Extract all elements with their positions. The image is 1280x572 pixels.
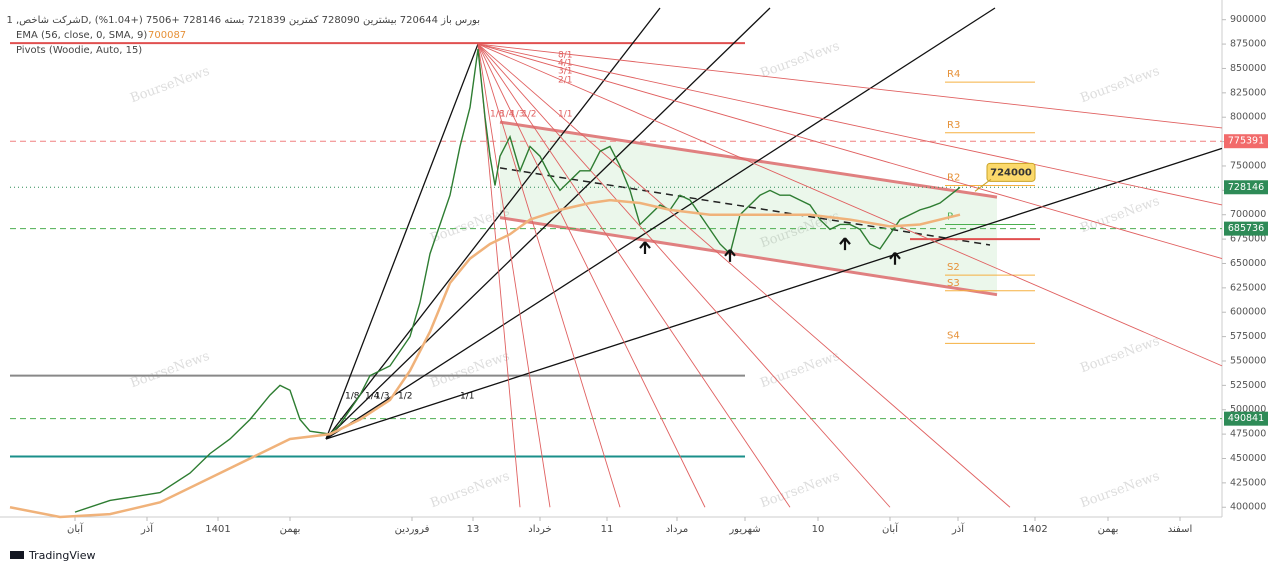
y-tick-label: 600000 (1230, 307, 1266, 318)
x-tick-label: 1401 (205, 524, 230, 535)
fan-line (477, 43, 1223, 206)
y-tick-label: 875000 (1230, 39, 1266, 50)
fan-line (477, 43, 1223, 129)
fan-label: 4/1 (558, 59, 572, 69)
fan-label: 1/4 (500, 110, 515, 120)
logo (10, 551, 24, 559)
pivot-label: R2 (947, 172, 960, 183)
fan-line (325, 7, 771, 440)
fan-label: 1/1 (460, 392, 474, 402)
y-tick-label: 700000 (1230, 209, 1266, 220)
price-tag-label: 728146 (1228, 182, 1264, 193)
pivot-label: R4 (947, 69, 960, 80)
x-tick-label: بهمن (280, 524, 301, 535)
y-tick-label: 750000 (1230, 160, 1266, 171)
y-tick-label: 550000 (1230, 355, 1266, 366)
fan-label: 1/8 (345, 392, 360, 402)
y-tick-label: 650000 (1230, 258, 1266, 269)
price-tag-label: 775391 (1228, 136, 1264, 147)
y-tick-label: 850000 (1230, 63, 1266, 74)
channel-top (499, 120, 998, 199)
y-tick-label: 825000 (1230, 87, 1266, 98)
fan-label: 1/2 (522, 110, 536, 120)
y-tick-label: 475000 (1230, 429, 1266, 440)
pivot-label: S3 (947, 278, 960, 289)
pivot-label: R3 (947, 120, 960, 131)
channel-bottom (499, 216, 998, 297)
y-tick-label: 675000 (1230, 234, 1266, 245)
x-tick-label: آبان (882, 522, 899, 535)
y-tick-label: 625000 (1230, 282, 1266, 293)
y-tick-label: 575000 (1230, 331, 1266, 342)
fan-line (477, 43, 1223, 260)
price-tag (1224, 180, 1268, 195)
x-tick-label: 1402 (1022, 524, 1047, 535)
x-tick-label: بهمن (1098, 524, 1119, 535)
y-tick-label: 900000 (1230, 14, 1266, 25)
y-tick-label: 450000 (1230, 453, 1266, 464)
fan-line (325, 7, 661, 440)
arrow (639, 241, 651, 255)
fan-label: 1/2 (398, 392, 412, 402)
fan-label: 1/3 (510, 110, 524, 120)
fan-label: 3/1 (558, 67, 572, 77)
y-tick-label: 425000 (1230, 477, 1266, 488)
ema-value: 700087 (148, 30, 186, 41)
fan-line (325, 147, 1223, 440)
fan-line (477, 43, 891, 508)
fan-label: 1/4 (365, 392, 380, 402)
fan-label: 1/8 (490, 110, 505, 120)
x-tick-label: 10 (812, 524, 825, 535)
y-tick-label: 800000 (1230, 112, 1266, 123)
arrow (889, 252, 901, 265)
price-tag (1224, 134, 1268, 149)
price-tag (1224, 411, 1268, 426)
y-tick-label: 525000 (1230, 380, 1266, 391)
y-tick-label: 400000 (1230, 502, 1266, 513)
fan-line (325, 7, 996, 440)
price-line (74, 48, 961, 513)
arrow (724, 249, 736, 262)
fan-label: 1/1 (558, 110, 572, 120)
x-tick-label: خرداد (528, 524, 551, 535)
callout (986, 162, 1036, 182)
channel-mid (499, 167, 991, 246)
fan-line (477, 43, 1223, 367)
x-tick-label: آذر (140, 522, 154, 535)
ema-line (9, 198, 961, 519)
x-tick-label: شهریور (728, 524, 760, 535)
price-tag-label: 490841 (1228, 413, 1264, 424)
fan-label: 1/3 (375, 392, 389, 402)
fan-line (477, 43, 621, 508)
x-tick-label: 11 (601, 524, 614, 535)
y-tick-label: 500000 (1230, 404, 1266, 415)
fan-label: 8/1 (558, 51, 572, 61)
fan-label: 2/1 (558, 76, 572, 86)
fan-line (325, 43, 479, 440)
x-tick-label: فروردین (395, 524, 430, 535)
arrow (839, 237, 851, 251)
header-line: شرکت شاخص, 1D, بورس باز 720644 بیشترین 7… (6, 15, 480, 26)
callout-label: 724000 (990, 167, 1032, 178)
price-tag-label: 685736 (1228, 223, 1264, 234)
fan-line (477, 43, 1011, 508)
x-tick-label: اسفند (1168, 524, 1192, 535)
channel-fill (500, 122, 997, 295)
x-tick-label: مرداد (666, 524, 689, 535)
x-tick-label: 13 (467, 524, 480, 535)
footer: TradingView (28, 549, 95, 562)
price-tag (1224, 221, 1268, 236)
fan-line (477, 43, 791, 508)
fan-line (477, 44, 551, 508)
pivots-legend: Pivots (Woodie, Auto, 15) (16, 45, 142, 56)
ema-legend: EMA (56, close, 0, SMA, 9) (16, 30, 147, 41)
pivot-label: S4 (947, 330, 960, 341)
x-tick-label: آبان (67, 522, 84, 535)
callout-pointer (974, 178, 992, 192)
fan-line (477, 43, 706, 508)
pivot-label: S2 (947, 262, 960, 273)
x-tick-label: آذر (951, 522, 965, 535)
